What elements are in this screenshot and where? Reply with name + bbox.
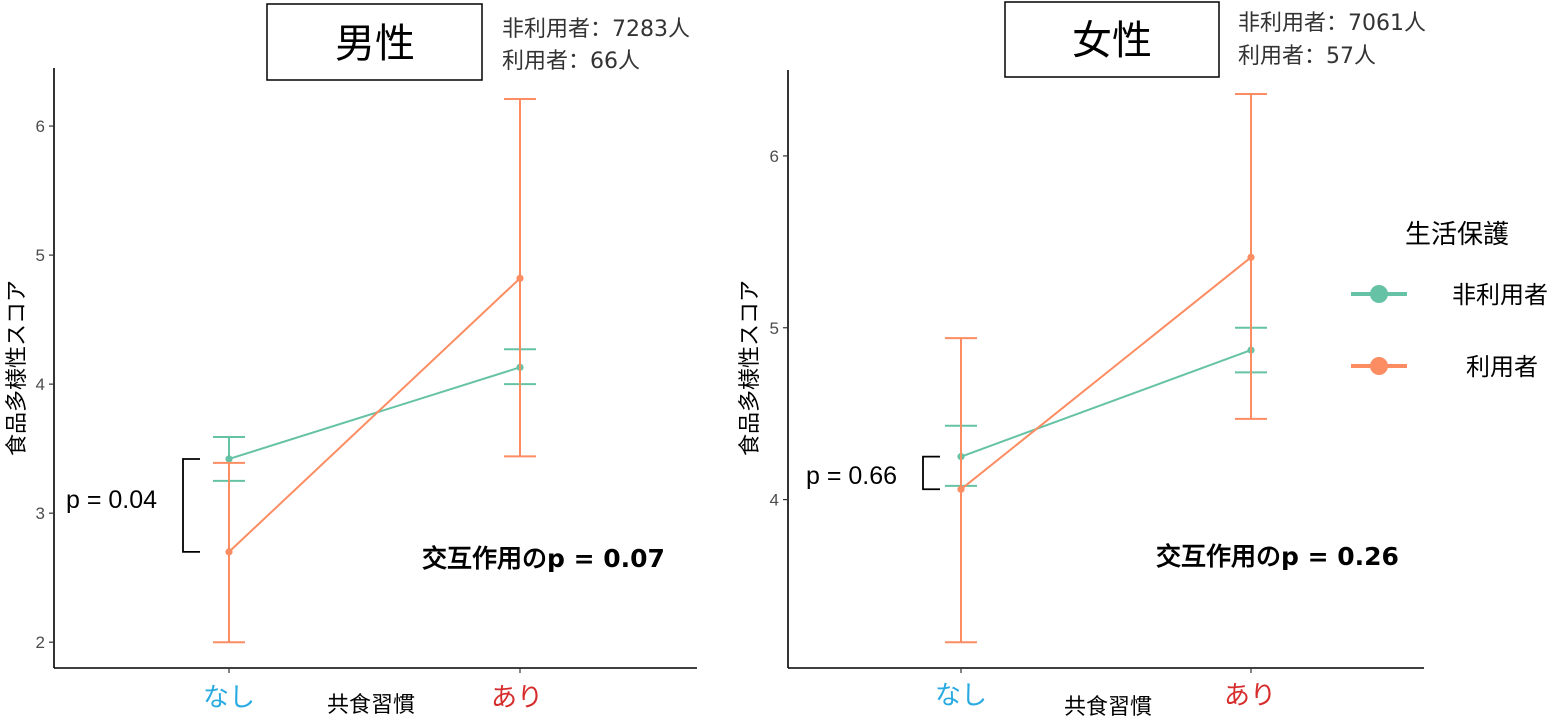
- legend-label: 利用者: [1466, 353, 1538, 381]
- y-axis-title: 食品多様性スコア: [5, 280, 30, 456]
- count-non-users: 非利用者：7061人: [1238, 11, 1426, 36]
- p-value-label: p = 0.66: [806, 462, 897, 490]
- series-line-non-users: [228, 366, 521, 460]
- panel-title-box: [1004, 1, 1220, 78]
- legend-key-dot: [1370, 285, 1388, 303]
- plot-marks: [182, 97, 536, 644]
- p-value-bracket: [182, 458, 200, 553]
- legend-label: 非利用者: [1452, 281, 1548, 309]
- axes: [53, 68, 697, 669]
- y-tick-label: 4: [36, 375, 45, 394]
- y-tick-label: 6: [770, 147, 779, 166]
- p-value-bracket: [922, 455, 940, 491]
- legend-title: 生活保護: [1405, 220, 1509, 250]
- y-ticks: 2 3 4 5 6: [36, 117, 521, 673]
- legend: 生活保護 非利用者 利用者: [1351, 220, 1548, 381]
- panel-title: 男性: [335, 21, 415, 67]
- series-line-users: [960, 256, 1252, 491]
- y-tick-label: 4: [770, 491, 779, 510]
- count-non-users: 非利用者：7283人: [502, 17, 690, 42]
- y-ticks: 4 5 6: [770, 147, 1252, 673]
- point-non-users: [225, 455, 233, 463]
- point-users: [1247, 253, 1255, 261]
- x-category-ari: あり: [1224, 681, 1276, 711]
- x-category-nashi: なし: [203, 683, 255, 713]
- point-users: [516, 274, 524, 282]
- p-value-label: p = 0.04: [66, 486, 157, 514]
- y-tick-label: 5: [770, 319, 779, 338]
- legend-item-users: 利用者: [1351, 353, 1538, 381]
- series-line-users: [228, 277, 521, 553]
- x-axis-title: 共食習慣: [327, 693, 415, 718]
- interaction-label: 交互作用のp = 0.07: [422, 544, 665, 573]
- axes: [787, 70, 1424, 669]
- count-users: 利用者：66人: [502, 49, 640, 74]
- plot-marks: [922, 93, 1267, 644]
- x-axis-title: 共食習慣: [1064, 695, 1152, 720]
- point-users: [957, 485, 965, 493]
- y-tick-label: 3: [36, 504, 45, 523]
- y-axis-title: 食品多様性スコア: [738, 280, 763, 456]
- series-line-non-users: [960, 349, 1252, 458]
- panel-female: 4 5 6 食品多様性スコア 共食習慣 なし あり 女性 非利用者：7061人 利用…: [738, 1, 1426, 720]
- legend-item-non-users: 非利用者: [1351, 281, 1548, 309]
- y-tick-label: 2: [36, 633, 45, 652]
- point-users: [225, 548, 233, 556]
- interaction-label: 交互作用のp = 0.26: [1156, 542, 1399, 571]
- count-users: 利用者：57人: [1238, 44, 1376, 69]
- x-category-ari: あり: [491, 683, 543, 713]
- panel-title-box: [266, 3, 483, 81]
- legend-key-dot: [1370, 357, 1388, 375]
- x-category-nashi: なし: [935, 681, 987, 711]
- panel-title: 女性: [1072, 18, 1152, 64]
- y-tick-label: 5: [36, 246, 45, 265]
- y-tick-label: 6: [36, 117, 45, 136]
